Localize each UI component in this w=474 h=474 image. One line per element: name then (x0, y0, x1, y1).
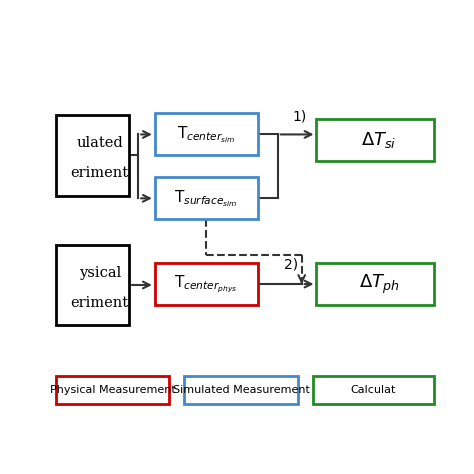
Text: eriment: eriment (71, 296, 129, 310)
FancyBboxPatch shape (313, 376, 434, 404)
Text: Simulated Measurement: Simulated Measurement (173, 385, 310, 395)
FancyBboxPatch shape (55, 115, 129, 196)
Text: ulated: ulated (76, 137, 123, 150)
Text: $\Delta T_{ph}$: $\Delta T_{ph}$ (359, 273, 399, 296)
Text: 2): 2) (283, 257, 298, 271)
Text: ysical: ysical (79, 266, 121, 280)
Text: 1): 1) (293, 109, 307, 123)
FancyBboxPatch shape (155, 113, 258, 155)
Text: eriment: eriment (71, 166, 129, 180)
FancyBboxPatch shape (155, 177, 258, 219)
Text: $\mathrm{T}_{center_{sim}}$: $\mathrm{T}_{center_{sim}}$ (177, 124, 236, 145)
FancyBboxPatch shape (55, 245, 129, 325)
Text: Physical Measurement: Physical Measurement (50, 385, 175, 395)
FancyBboxPatch shape (184, 376, 298, 404)
FancyBboxPatch shape (155, 263, 258, 305)
FancyBboxPatch shape (316, 119, 434, 161)
Text: $\Delta T_{si}$: $\Delta T_{si}$ (361, 130, 397, 150)
FancyBboxPatch shape (55, 376, 169, 404)
Text: $\mathrm{T}_{center_{phys}}$: $\mathrm{T}_{center_{phys}}$ (174, 273, 238, 295)
Text: $\mathrm{T}_{surface_{sim}}$: $\mathrm{T}_{surface_{sim}}$ (174, 188, 238, 209)
FancyBboxPatch shape (316, 263, 434, 305)
Text: Calculat: Calculat (351, 385, 396, 395)
